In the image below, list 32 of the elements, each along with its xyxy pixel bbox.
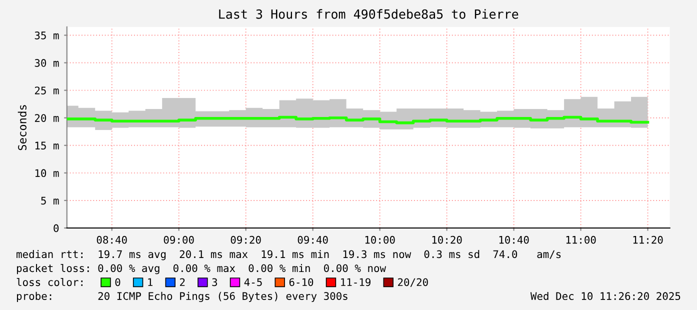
legend-label: 2: [180, 278, 185, 286]
x-tick-label: 10:20: [432, 236, 462, 244]
legend-label: 1: [148, 278, 152, 286]
x-tick-label: 09:20: [230, 236, 261, 244]
y-tick-label: 25 m: [34, 86, 59, 94]
legend-label: 6-10: [289, 278, 314, 286]
y-axis-title: Seconds: [18, 105, 26, 150]
x-tick-label: 11:00: [566, 236, 596, 244]
y-tick-label: 5 m: [41, 196, 59, 205]
x-tick-label: 10:40: [499, 236, 529, 244]
legend-label: 11-19: [341, 278, 370, 286]
text: probe: 20 ICMP Echo Pings (56 Bytes) every 300s: [17, 292, 348, 302]
y-tick-label: 15 m: [35, 142, 59, 150]
text: Wed Dec 10 11:26:20 2025: [530, 292, 680, 300]
y-tick-label: 10 m: [35, 169, 59, 178]
y-tick-label: 0: [54, 224, 59, 232]
y-tick-label: 20 m: [34, 114, 59, 122]
chart-title: Last 3 Hours from 490f5debe8a5 to Pierre: [219, 9, 518, 19]
x-tick-label: 10:00: [365, 236, 395, 244]
text: packet loss: 0.00 % avg 0.00 % max 0.00 % min 0.00 % now: [17, 264, 386, 274]
legend-title: loss color:: [16, 278, 83, 286]
legend-label: 3: [212, 278, 218, 286]
x-tick-label: 09:00: [164, 236, 194, 244]
x-tick-label: 11:20: [633, 236, 663, 244]
legend-label: 0: [115, 278, 120, 286]
y-tick-label: 35 m: [34, 31, 59, 40]
y-tick-label: 30 m: [34, 59, 59, 67]
legend-label: 20/20: [398, 278, 428, 287]
legend-label: 4-5: [244, 278, 262, 286]
x-tick-label: 09:40: [298, 236, 328, 244]
text: median rtt: 19.7 ms avg 20.1 ms max 19.1 ms min 19.3 ms now 0.3 ms sd 74.0 am/s: [16, 250, 561, 260]
x-tick-label: 08:40: [96, 236, 127, 244]
